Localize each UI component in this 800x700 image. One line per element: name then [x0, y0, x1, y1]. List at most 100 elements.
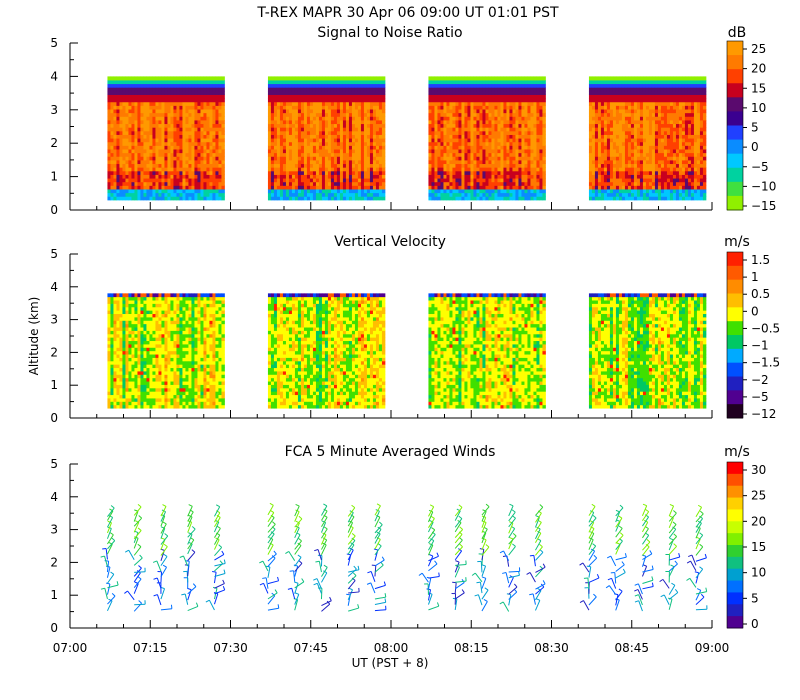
heatmap-cell: [119, 149, 123, 154]
heatmap-cell: [503, 127, 507, 132]
heatmap-cell: [479, 134, 483, 139]
heatmap-cell: [152, 178, 156, 183]
heatmap-cell: [521, 116, 525, 121]
heatmap-cell: [285, 189, 290, 194]
heatmap-cell: [179, 134, 183, 139]
heatmap-cell: [191, 141, 195, 146]
heatmap-cell: [173, 87, 177, 92]
heatmap-cell: [221, 174, 225, 179]
heatmap-cell: [330, 134, 335, 139]
heatmap-cell: [479, 109, 483, 114]
heatmap-cell: [209, 138, 213, 143]
heatmap-cell: [645, 123, 650, 128]
heatmap-cell: [458, 90, 462, 95]
heatmap-cell: [285, 185, 290, 190]
heatmap-cell: [140, 112, 144, 117]
heatmap-cell: [642, 138, 647, 143]
heatmap-cell: [134, 163, 138, 168]
heatmap-cell: [512, 90, 516, 95]
heatmap-cell: [512, 163, 516, 168]
heatmap-cell: [467, 134, 471, 139]
heatmap-cell: [149, 167, 153, 172]
heatmap-cell: [110, 120, 114, 125]
heatmap-cell: [666, 178, 671, 183]
heatmap-cell: [452, 127, 456, 132]
heatmap-cell: [110, 80, 114, 85]
heatmap-cell: [381, 196, 386, 201]
heatmap-cell: [642, 159, 647, 165]
heatmap-cell: [494, 181, 498, 186]
heatmap-cell: [485, 123, 489, 128]
heatmap-cell: [182, 189, 186, 194]
heatmap-cell: [494, 138, 498, 143]
heatmap-cell: [161, 87, 165, 92]
heatmap-cell: [294, 196, 299, 201]
heatmap-cell: [354, 138, 359, 143]
heatmap-cell: [669, 127, 674, 132]
heatmap-cell: [615, 189, 620, 194]
heatmap-cell: [461, 83, 465, 88]
heatmap-cell: [170, 141, 174, 146]
heatmap-cell: [657, 112, 662, 117]
heatmap-cell: [627, 189, 632, 194]
heatmap-cell: [182, 149, 186, 154]
heatmap-cell: [600, 105, 605, 110]
heatmap-cell: [431, 109, 435, 114]
heatmap-cell: [675, 94, 680, 99]
heatmap-cell: [660, 185, 665, 190]
heatmap-cell: [170, 170, 174, 175]
heatmap-cell: [300, 167, 305, 172]
heatmap-cell: [618, 80, 623, 85]
heatmap-cell: [675, 167, 680, 172]
heatmap-cell: [191, 152, 195, 157]
heatmap-cell: [509, 181, 513, 186]
heatmap-cell: [315, 174, 320, 179]
heatmap-cell: [197, 80, 201, 85]
heatmap-cell: [443, 116, 447, 121]
heatmap-cell: [464, 105, 468, 110]
heatmap-cell: [473, 159, 477, 165]
heatmap-cell: [494, 170, 498, 175]
heatmap-cell: [149, 159, 153, 165]
heatmap-cell: [434, 109, 438, 114]
heatmap-cell: [119, 80, 123, 85]
heatmap-cell: [609, 109, 614, 114]
heatmap-cell: [146, 138, 150, 143]
heatmap-cell: [509, 90, 513, 95]
heatmap-cell: [285, 141, 290, 146]
heatmap-cell: [119, 181, 123, 186]
heatmap-cell: [270, 145, 275, 150]
heatmap-cell: [542, 101, 546, 106]
heatmap-cell: [116, 90, 120, 95]
heatmap-cell: [194, 149, 198, 154]
heatmap-cell: [155, 120, 159, 125]
heatmap-cell: [669, 192, 674, 197]
heatmap-cell: [345, 120, 350, 125]
heatmap-cell: [369, 116, 374, 121]
heatmap-cell: [206, 101, 210, 106]
heatmap-cell: [500, 152, 504, 157]
heatmap-cell: [369, 112, 374, 117]
heatmap-cell: [279, 76, 284, 81]
heatmap-cell: [470, 105, 474, 110]
heatmap-cell: [542, 138, 546, 143]
heatmap-cell: [639, 98, 644, 103]
heatmap-cell: [615, 76, 620, 81]
heatmap-cell: [651, 189, 656, 194]
heatmap-cell: [455, 138, 459, 143]
heatmap-cell: [188, 192, 192, 197]
heatmap-cell: [143, 163, 147, 168]
heatmap-cell: [464, 167, 468, 172]
heatmap-cell: [167, 156, 171, 161]
heatmap-cell: [185, 134, 189, 139]
heatmap-cell: [542, 163, 546, 168]
heatmap-cell: [321, 156, 326, 161]
heatmap-cell: [212, 109, 216, 114]
heatmap-cell: [452, 138, 456, 143]
heatmap-cell: [167, 159, 171, 165]
heatmap-cell: [342, 83, 347, 88]
heatmap-cell: [300, 80, 305, 85]
heatmap-cell: [276, 189, 281, 194]
heatmap-cell: [354, 105, 359, 110]
heatmap-cell: [539, 149, 543, 154]
